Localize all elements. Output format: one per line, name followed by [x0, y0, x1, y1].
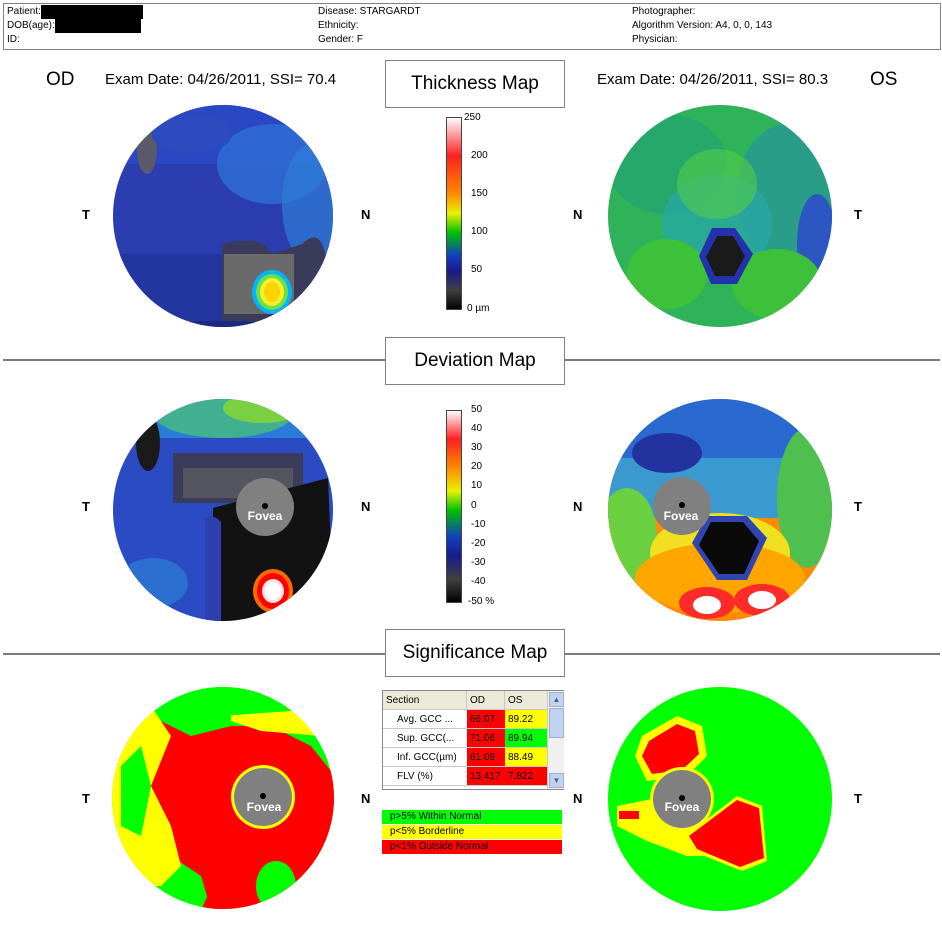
od-significance-temporal-label: T	[82, 791, 90, 806]
os-thickness-temporal-label: T	[854, 207, 862, 222]
os-significance-fovea-label: Fovea	[664, 800, 700, 814]
divider	[565, 653, 940, 655]
od-value: 13.417	[467, 767, 505, 786]
os-deviation-nasal-label: N	[573, 499, 583, 514]
significance-map-title: Significance Map	[385, 629, 565, 677]
table-row[interactable]: Sup. GCC(... 71.06 89.94	[383, 729, 547, 748]
os-deviation-fovea-label: Fovea	[663, 509, 699, 523]
row-label: FLV (%)	[383, 767, 467, 786]
patient-label: Patient:	[7, 6, 41, 17]
row-label: Inf. GCC(µm)	[383, 748, 467, 767]
os-significance-map	[608, 687, 832, 911]
scale-tick-label: 50	[471, 404, 483, 415]
scale-tick-label: 250	[464, 112, 481, 123]
od-deviation-nasal-label: N	[361, 499, 371, 514]
scale-tick-label: 100	[471, 226, 488, 237]
scale-tick-label: 30	[471, 442, 483, 453]
od-thickness-temporal-label: T	[82, 207, 90, 222]
scale-tick-label: 20	[471, 461, 483, 472]
od-deviation-fovea-label: Fovea	[247, 509, 283, 523]
od-thickness-nasal-label: N	[361, 207, 371, 222]
od-value: 61.08	[467, 748, 505, 767]
row-label: Avg. GCC ...	[383, 710, 467, 729]
scale-tick-label: 50	[471, 264, 483, 275]
od-value: 66.07	[467, 710, 505, 729]
od-deviation-map	[113, 399, 333, 621]
od-column-header[interactable]: OD	[467, 691, 505, 710]
legend-outside-normal: p<1% Outside Normal	[382, 840, 562, 854]
photographer-text: Photographer:	[632, 6, 696, 17]
divider	[3, 359, 385, 361]
scale-tick-label: -40	[471, 576, 486, 587]
od-significance-nasal-label: N	[361, 791, 371, 806]
scale-tick-label: 0	[471, 500, 477, 511]
legend-borderline: p<5% Borderline	[382, 825, 562, 839]
divider	[3, 653, 385, 655]
scroll-thumb[interactable]	[549, 708, 564, 738]
gender-text: Gender: F	[318, 34, 364, 45]
scale-tick-label: 150	[471, 188, 488, 199]
dob-label: DOB(age):	[7, 20, 55, 31]
os-significance-temporal-label: T	[854, 791, 862, 806]
scale-tick-label: 40	[471, 423, 483, 434]
thickness-map-title: Thickness Map	[385, 60, 565, 108]
table-row[interactable]: FLV (%) 13.417 7.822	[383, 767, 547, 786]
os-value: 88.49	[505, 748, 547, 767]
table-row[interactable]: Avg. GCC ... 66.07 89.22	[383, 710, 547, 729]
physician-text: Physician:	[632, 34, 678, 45]
os-significance-nasal-label: N	[573, 791, 583, 806]
id-label: ID:	[7, 34, 20, 45]
deviation-color-scale	[446, 410, 462, 603]
scale-tick-label: -50 %	[468, 596, 495, 607]
os-value: 89.94	[505, 729, 547, 748]
scale-tick-label: -20	[471, 538, 486, 549]
table-header-row: Section OD OS	[383, 691, 547, 710]
legend-within-normal: p>5% Within Normal	[382, 810, 562, 824]
gcc-results-table: Section OD OS Avg. GCC ... 66.07 89.22 S…	[382, 690, 564, 790]
scale-tick-label: -30	[471, 557, 486, 568]
table-scrollbar[interactable]: ▲ ▼	[547, 691, 564, 789]
scale-tick-label: 200	[471, 150, 488, 161]
od-thickness-map	[113, 105, 333, 327]
section-column-header[interactable]: Section	[383, 691, 467, 710]
os-thickness-nasal-label: N	[573, 207, 583, 222]
os-exam-date: Exam Date: 04/26/2011, SSI= 80.3	[597, 71, 829, 88]
redacted-patient-name	[40, 5, 143, 19]
od-deviation-temporal-label: T	[82, 499, 90, 514]
divider	[565, 359, 940, 361]
algorithm-text: Algorithm Version: A4, 0, 0, 143	[632, 20, 773, 31]
redacted-dob	[54, 19, 141, 33]
os-value: 7.822	[505, 767, 547, 786]
od-exam-date: Exam Date: 04/26/2011, SSI= 70.4	[105, 71, 337, 88]
scroll-up-arrow-icon[interactable]: ▲	[549, 692, 564, 707]
os-eye-label: OS	[870, 69, 898, 90]
os-deviation-map	[608, 399, 832, 621]
scale-tick-label: 0 µm	[467, 303, 490, 314]
scale-tick-label: 10	[471, 480, 483, 491]
row-label: Sup. GCC(...	[383, 729, 467, 748]
patient-info-header: Patient: DOB(age): ID: Disease: STARGARD…	[3, 3, 941, 50]
od-significance-fovea-label: Fovea	[246, 800, 282, 814]
os-deviation-temporal-label: T	[854, 499, 862, 514]
od-eye-label: OD	[46, 69, 75, 90]
od-significance-map	[112, 687, 334, 909]
od-value: 71.06	[467, 729, 505, 748]
thickness-color-scale	[446, 117, 462, 310]
disease-text: Disease: STARGARDT	[318, 6, 421, 17]
scale-tick-label: -10	[471, 519, 486, 530]
scroll-down-arrow-icon[interactable]: ▼	[549, 773, 564, 788]
os-column-header[interactable]: OS	[505, 691, 547, 710]
ethnicity-text: Ethnicity:	[318, 20, 359, 31]
deviation-map-title: Deviation Map	[385, 337, 565, 385]
os-thickness-map	[608, 105, 832, 327]
table-row[interactable]: Inf. GCC(µm) 61.08 88.49	[383, 748, 547, 767]
os-value: 89.22	[505, 710, 547, 729]
